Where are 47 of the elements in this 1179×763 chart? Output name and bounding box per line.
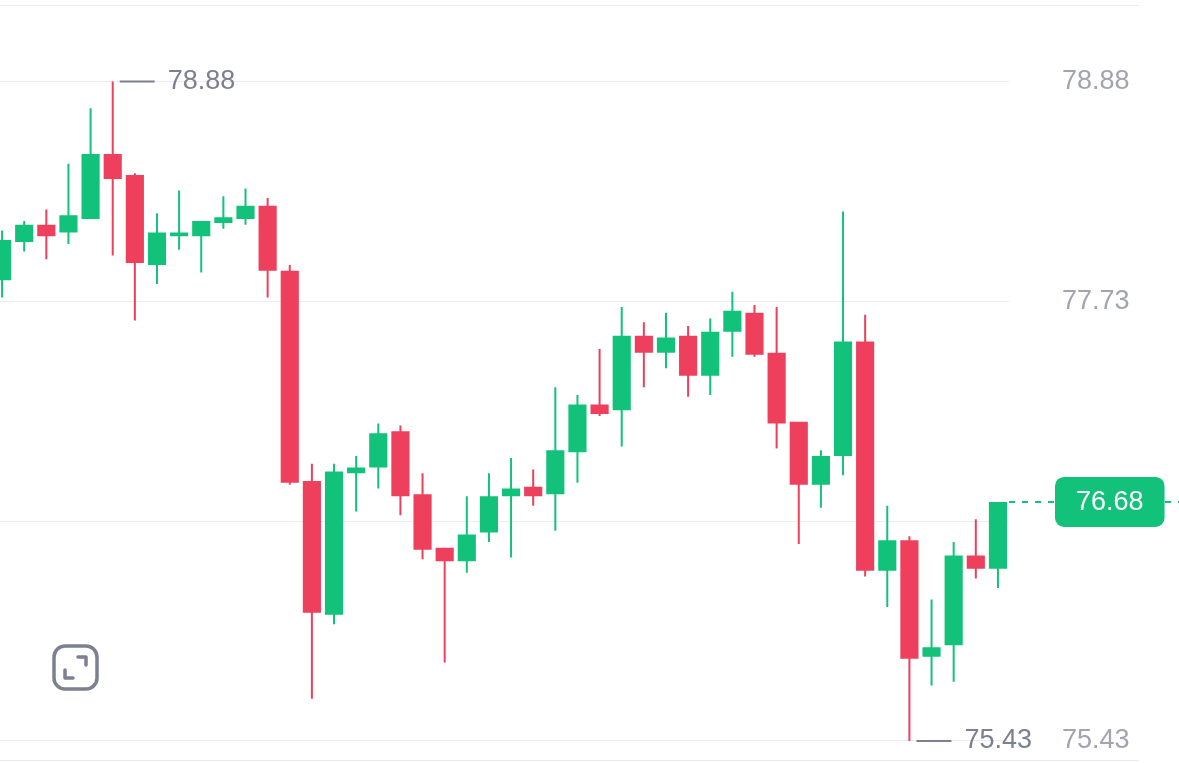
candlestick [435,547,454,663]
candlestick [590,349,609,416]
candlestick [568,394,587,483]
candlestick [479,473,499,543]
candlestick [501,458,521,558]
candlestick [125,173,144,321]
candlestick [878,505,897,608]
candlestick [147,213,167,285]
candlestick [612,307,631,447]
candlestick [258,198,277,298]
candlestick [369,423,388,489]
candlestick [922,599,941,686]
candlestick [966,519,985,579]
y-tick-label: 78.88 [1062,64,1130,95]
candlestick [944,542,963,682]
y-tick-label: 75.43 [1062,724,1130,755]
candlestick [634,322,653,388]
candlestick [324,463,344,625]
candlestick [81,108,100,220]
candlestick [745,305,764,357]
candlestick [811,450,830,508]
candlestick [701,318,720,395]
candlestick [656,312,676,369]
candlestick [856,314,875,577]
candlestick [988,501,1008,588]
candlestick [413,473,432,560]
candlestick [723,291,742,357]
candlestick [192,220,211,273]
candlestick [833,211,853,476]
y-tick-label: 77.73 [1062,284,1130,315]
candlestick [391,425,410,516]
candlestick [170,190,189,250]
candlestick [302,463,321,699]
candlestick [214,196,233,229]
candlestick [789,421,808,545]
candlestick [546,387,565,531]
candlestick [236,188,255,225]
ref-line-label: 76.68 [1075,486,1144,517]
candlestick [59,163,78,244]
candlestick [457,496,476,573]
annotation: 75.43 [964,724,1032,755]
candlestick [15,220,34,252]
annotation: 78.88 [167,64,236,95]
candlestick [767,307,786,449]
candlestick [900,536,919,741]
candlestick [103,81,122,256]
candlestick [679,326,698,397]
